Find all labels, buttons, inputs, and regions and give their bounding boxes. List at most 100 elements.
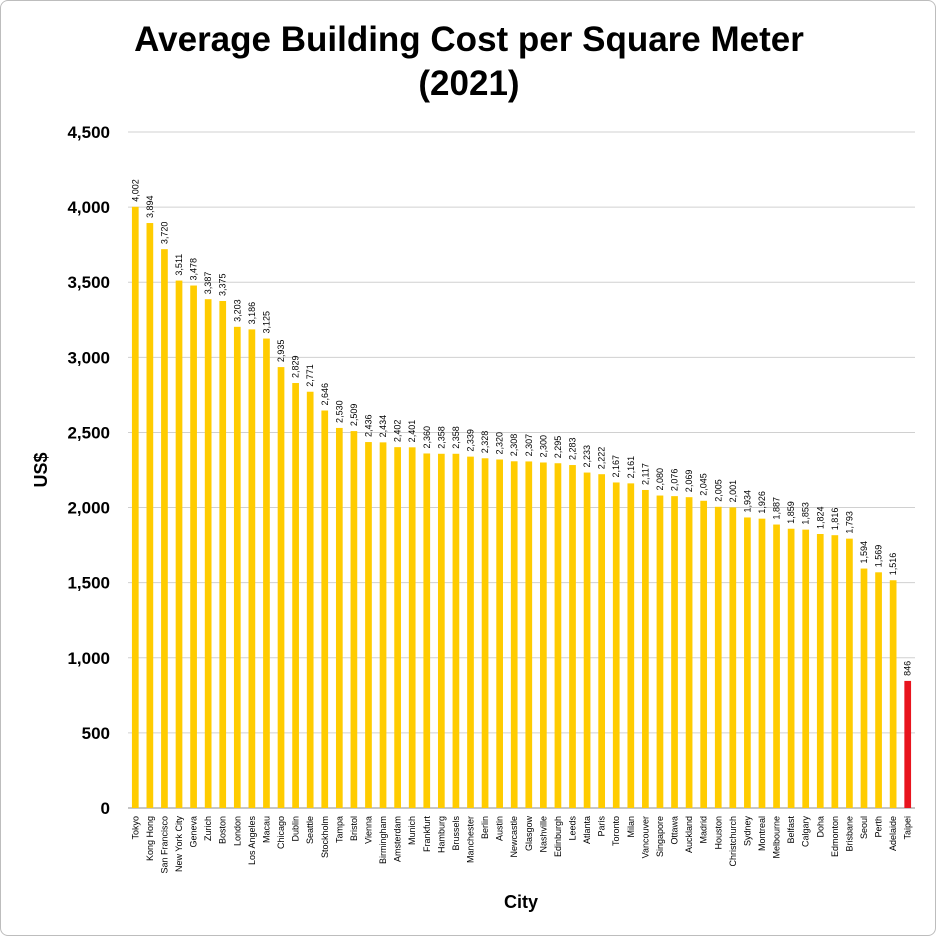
data-label: 3,375	[218, 273, 228, 296]
data-label: 2,076	[670, 469, 680, 492]
x-tick-label: Edinburgh	[553, 816, 563, 857]
x-tick-label: Edmonton	[830, 816, 840, 857]
x-tick-label: Amsterdam	[393, 816, 403, 862]
x-tick-label: Vienna	[363, 816, 373, 844]
data-label: 1,569	[874, 545, 884, 568]
bar-geneva	[190, 285, 197, 808]
bar-macau	[263, 338, 270, 808]
bar-ottawa	[671, 496, 678, 808]
bar-edinburgh	[554, 463, 562, 808]
data-label: 1,594	[859, 541, 869, 564]
bar-bristol	[350, 431, 358, 808]
bar-london	[233, 326, 241, 808]
x-tick-label: Christchurch	[728, 816, 738, 867]
x-tick-label: Munich	[407, 816, 417, 845]
bar-madrid	[700, 500, 708, 808]
data-label: 1,816	[830, 508, 840, 531]
bar-tokyo	[131, 206, 139, 808]
data-label: 2,829	[291, 355, 301, 378]
bar-berlin	[481, 458, 489, 808]
bar-taipei	[904, 680, 912, 808]
bar-brisbane	[846, 538, 853, 808]
y-tick-label: 1,000	[67, 649, 110, 668]
bar-dublin	[292, 383, 299, 808]
x-tick-label: Madrid	[699, 816, 709, 844]
data-label: 2,283	[568, 438, 578, 461]
x-tick-label: Belfast	[786, 816, 796, 844]
data-label: 2,771	[305, 364, 315, 387]
data-label: 2,339	[465, 429, 475, 452]
x-tick-label: Doha	[815, 816, 825, 838]
bar-munich	[408, 447, 416, 808]
bar-seoul	[860, 568, 868, 808]
bar-edmonton	[831, 535, 839, 808]
y-axis-ticks: 0 500 1,000 1,500 2,000 2,500 3,000 3,500 4,000 4…	[67, 123, 110, 818]
x-tick-label: Tokyo	[130, 816, 140, 840]
data-label: 2,401	[407, 420, 417, 443]
data-label: 2,005	[713, 479, 723, 502]
y-tick-label: 4,000	[67, 198, 110, 217]
y-tick-label: 3,000	[67, 348, 110, 367]
bar-stockholm	[321, 410, 329, 808]
y-tick-label: 0	[101, 799, 110, 818]
data-label: 3,478	[189, 258, 199, 281]
bar-new-york-city	[175, 280, 183, 808]
data-label: 2,001	[728, 480, 738, 503]
x-tick-label: Geneva	[189, 816, 199, 848]
data-label: 2,530	[334, 400, 344, 423]
data-label: 4,002	[130, 179, 140, 202]
x-tick-label: Taipei	[903, 816, 913, 840]
bar-atlanta	[583, 472, 591, 808]
x-tick-label: Singapore	[655, 816, 665, 857]
bar-boston	[219, 301, 227, 808]
x-tick-label: Los Angeles	[247, 816, 257, 866]
x-tick-label: Paris	[597, 816, 607, 837]
data-label: 2,434	[378, 415, 388, 438]
x-tick-label: Milan	[626, 816, 636, 838]
x-tick-label: Frankfurt	[422, 816, 432, 853]
y-tick-label: 2,500	[67, 423, 110, 442]
x-tick-label: Toronto	[611, 816, 621, 846]
x-tick-label: Hamburg	[436, 816, 446, 853]
chart-title-line-1: Average Building Cost per Square Meter	[134, 20, 804, 59]
data-label: 1,887	[772, 497, 782, 520]
x-tick-label: San Francisco	[159, 816, 169, 874]
y-tick-label: 3,500	[67, 273, 110, 292]
x-tick-label: Brisbane	[844, 816, 854, 852]
bar-sydney	[744, 517, 751, 808]
x-tick-label: Chicago	[276, 816, 286, 849]
data-label: 2,935	[276, 340, 286, 363]
data-label: 2,307	[524, 434, 534, 457]
data-label: 1,853	[801, 502, 811, 525]
data-label: 2,222	[597, 447, 607, 470]
x-tick-label: Boston	[218, 816, 228, 844]
x-tick-label: Stockholm	[320, 816, 330, 858]
bar-paris	[598, 474, 606, 808]
bar-san-francisco	[161, 249, 168, 808]
x-tick-label: Leeds	[568, 816, 578, 841]
bar-birmingham	[379, 442, 387, 808]
bar-toronto	[612, 482, 620, 808]
data-label: 3,511	[174, 254, 184, 276]
x-tick-label: Kong Hong	[145, 816, 155, 861]
bar-frankfurt	[423, 453, 431, 808]
x-tick-label: Brussels	[451, 816, 461, 851]
data-label: 1,926	[757, 491, 767, 514]
x-tick-label: Ottawa	[670, 816, 680, 845]
x-tick-label: Calgary	[801, 816, 811, 848]
x-tick-label: Adelaide	[888, 816, 898, 851]
data-label: 2,045	[699, 473, 709, 496]
bar-zurich	[204, 299, 212, 808]
bar-glasgow	[525, 461, 533, 808]
x-tick-label: Montreal	[757, 816, 767, 851]
x-tick-label: Vancouver	[640, 816, 650, 858]
y-tick-label: 500	[82, 724, 110, 743]
x-tick-label: Houston	[713, 816, 723, 850]
data-label: 2,117	[640, 463, 650, 485]
data-label: 846	[903, 661, 913, 676]
data-label: 2,320	[495, 432, 505, 455]
bar-perth	[875, 572, 882, 808]
data-label: 1,934	[742, 490, 752, 513]
bar-melbourne	[773, 524, 780, 808]
